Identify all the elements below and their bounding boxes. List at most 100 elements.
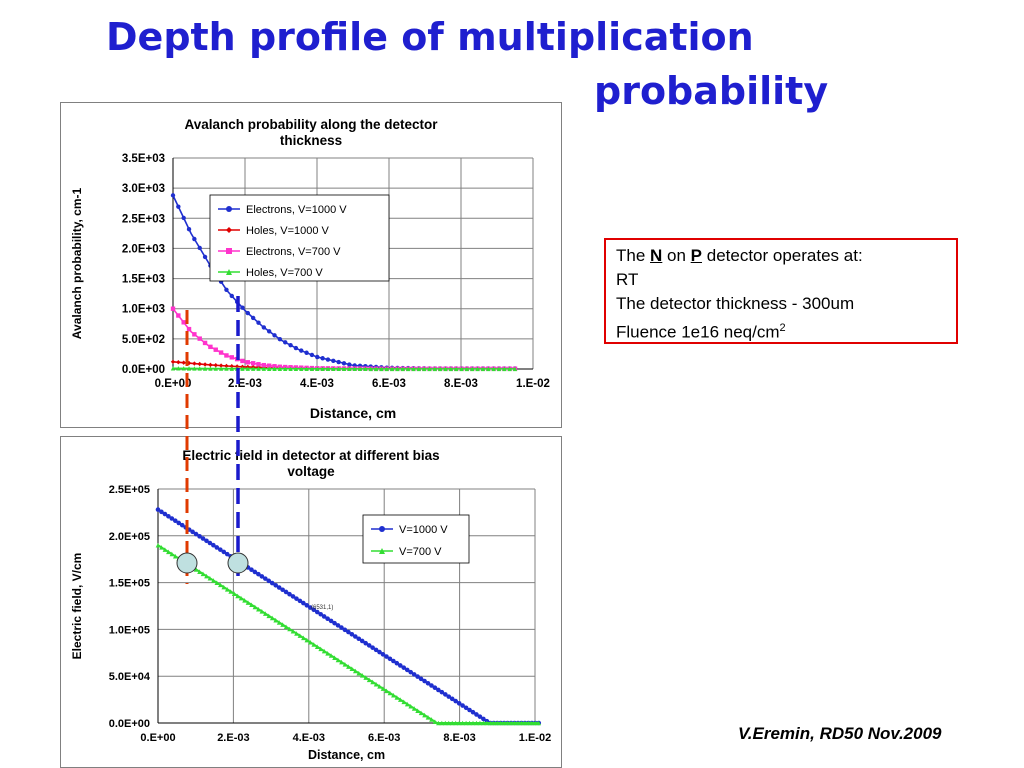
data-point (380, 686, 386, 691)
data-point (336, 359, 341, 365)
data-point (415, 674, 420, 679)
data-point (363, 366, 368, 372)
info-line-3: The detector thickness - 300um (616, 294, 855, 313)
data-point (192, 332, 197, 337)
info-n-type: N (650, 246, 663, 265)
data-point (250, 361, 256, 366)
data-point (266, 578, 272, 584)
data-point (213, 363, 218, 368)
data-point (256, 320, 261, 325)
data-point (398, 663, 403, 668)
data-point (491, 720, 497, 726)
data-point (155, 507, 161, 512)
data-point (234, 299, 240, 305)
data-point (214, 545, 220, 550)
data-point (429, 683, 434, 688)
data-point (283, 340, 288, 345)
data-point (356, 670, 362, 676)
data-point (197, 245, 202, 251)
data-point (335, 657, 341, 663)
data-point (377, 684, 382, 689)
data-point (287, 626, 292, 632)
data-point (250, 366, 256, 371)
y-tick-label: 3.5E+03 (122, 153, 165, 165)
data-point (181, 215, 186, 221)
data-point (250, 315, 256, 321)
data-point (200, 571, 206, 577)
legend-swatch-marker (226, 269, 232, 275)
data-point (213, 366, 218, 371)
data-point (515, 720, 521, 726)
legend-swatch-marker (226, 248, 232, 254)
data-point (186, 227, 192, 232)
data-point (304, 637, 310, 643)
data-point (294, 631, 299, 636)
data-point (366, 643, 372, 648)
info-line-4: Fluence 1e16 neq/cm2 (616, 316, 956, 345)
info-fluence: Fluence 1e16 neq/cm (616, 322, 780, 342)
data-point (480, 366, 486, 372)
data-point (384, 654, 389, 659)
x-tick-label: 1.E-02 (519, 732, 551, 744)
data-point (224, 363, 229, 369)
data-point (166, 513, 171, 519)
data-point (190, 529, 195, 535)
data-point (357, 366, 363, 372)
data-point (481, 716, 486, 722)
data-point (411, 706, 417, 711)
data-point (197, 569, 202, 574)
data-point (443, 692, 448, 697)
y-axis-label: Avalanch probability, cm-1 (70, 187, 84, 339)
y-tick-label: 2.5E+03 (122, 213, 165, 225)
data-point (432, 366, 438, 372)
data-point (353, 634, 358, 639)
data-point (347, 366, 352, 372)
data-point (526, 720, 531, 726)
data-point (436, 720, 441, 726)
data-point (356, 636, 362, 642)
data-point (193, 531, 199, 537)
data-point (218, 582, 223, 588)
data-point (459, 366, 464, 372)
data-point (181, 360, 186, 365)
info-line1-mid: on (662, 246, 691, 265)
data-point (387, 656, 393, 662)
data-point (211, 578, 216, 583)
data-point (408, 669, 413, 675)
data-point (512, 720, 517, 726)
data-point (501, 720, 507, 726)
data-point (320, 356, 325, 361)
data-point (432, 719, 438, 724)
data-point (422, 712, 427, 718)
x-axis-label: Distance, cm (308, 748, 385, 762)
info-p-type: P (690, 246, 703, 265)
data-point (186, 326, 192, 332)
legend: V=1000 V V=700 V (362, 514, 470, 564)
chart-annotation: (6531,1) (311, 605, 333, 611)
data-point (181, 366, 186, 371)
data-point (474, 720, 479, 726)
data-point (192, 236, 197, 242)
data-point (491, 366, 496, 372)
data-point (301, 635, 306, 641)
data-point (173, 518, 178, 524)
data-point (218, 350, 224, 355)
data-point (297, 598, 303, 604)
chart-title-line: thickness (280, 133, 342, 148)
data-point (373, 647, 379, 653)
data-point (470, 720, 476, 726)
data-point (197, 336, 202, 341)
data-point (391, 658, 396, 664)
data-point (314, 644, 320, 649)
data-point (416, 366, 422, 372)
data-point (415, 708, 420, 713)
data-point (315, 366, 320, 372)
data-point (263, 611, 268, 616)
data-point (192, 361, 197, 366)
data-point (401, 665, 407, 670)
data-point (218, 363, 224, 368)
data-point (261, 366, 267, 371)
data-point (170, 193, 176, 198)
data-point (453, 698, 458, 704)
data-point (346, 629, 351, 635)
